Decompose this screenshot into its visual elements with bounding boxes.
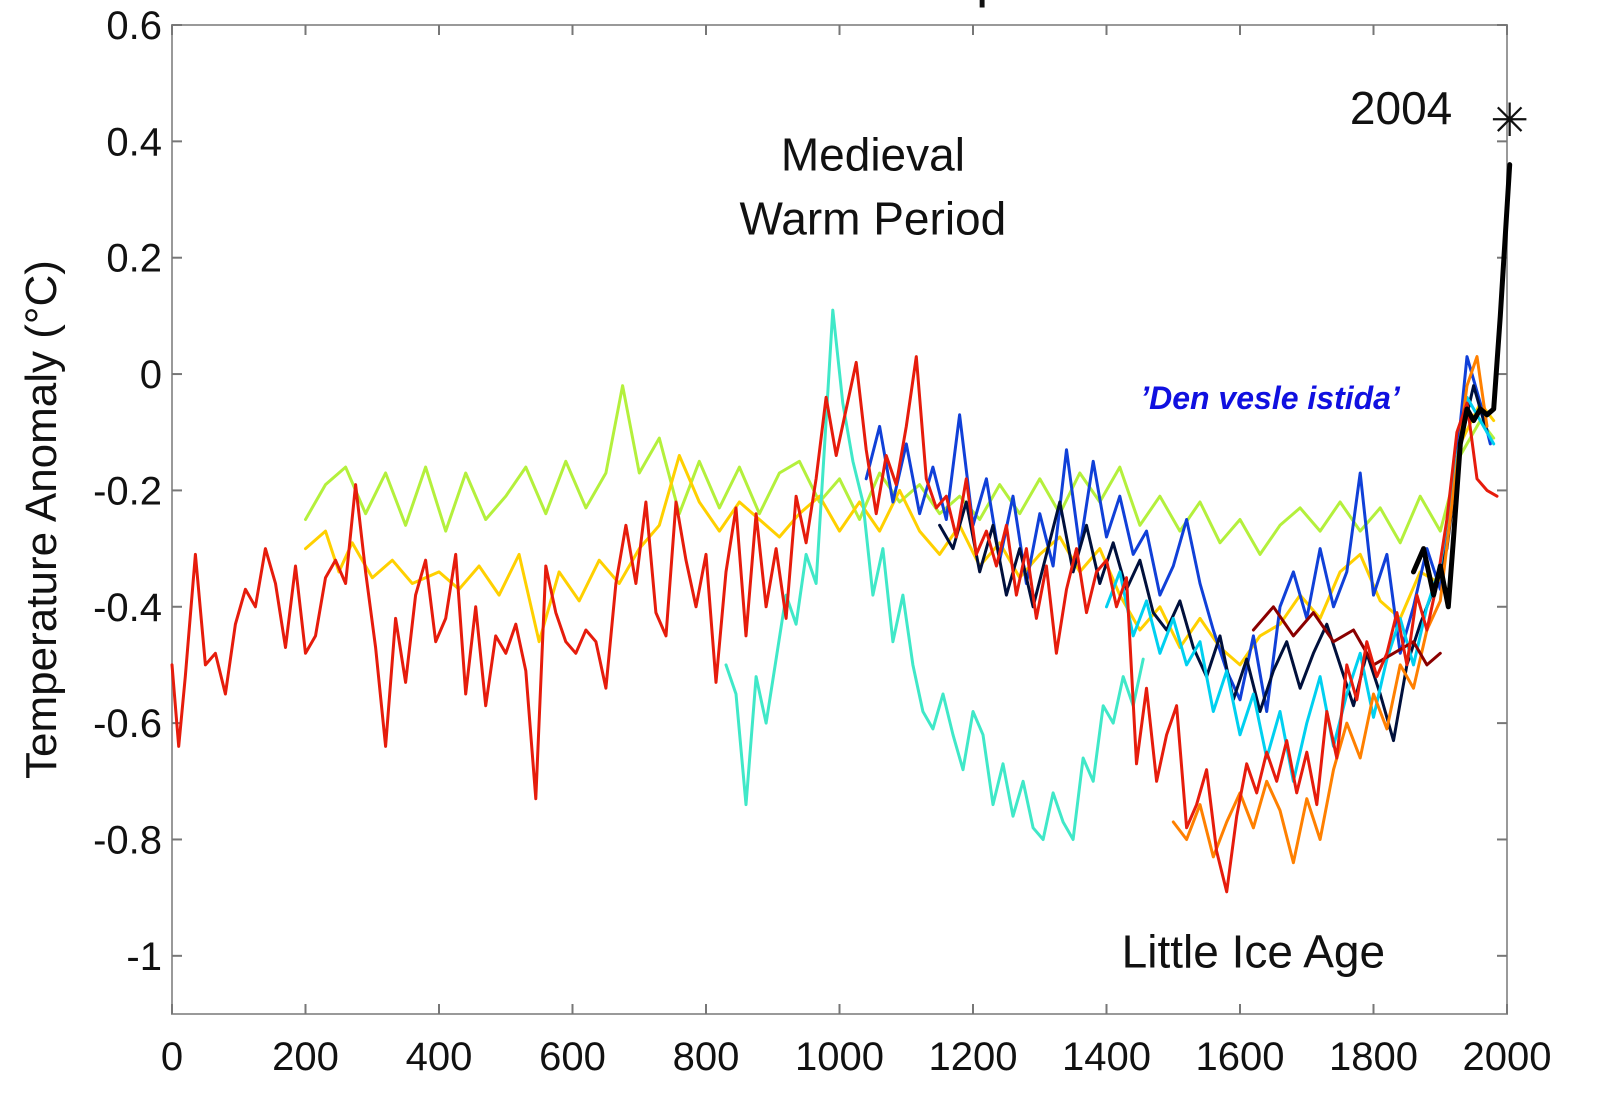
y-tick-label: 0.4 <box>106 120 162 164</box>
series-line-3 <box>724 308 1145 841</box>
y-tick-label: 0 <box>140 353 162 397</box>
y-tick-label: 0.6 <box>106 4 162 48</box>
series-line-5 <box>938 384 1489 743</box>
annotation-label: Medieval <box>781 128 965 180</box>
y-axis-title: Temperature Anomaly (°C) <box>17 260 66 779</box>
y-tick-label: -0.6 <box>93 702 162 746</box>
axis-ticks: 0 200 400 600 800 1000 1200 1400 1600 1800 2000 0.6… <box>93 4 1551 1079</box>
series-line-10 <box>1411 162 1513 610</box>
annotation-label: Warm Period <box>740 192 1007 244</box>
x-tick-label: 0 <box>161 1035 183 1079</box>
annotations: Medieval Warm Period Little Ice Age ’Den ve… <box>740 82 1529 978</box>
annotation-label: 2004 <box>1350 82 1452 134</box>
series-line-8 <box>1251 605 1442 667</box>
chart-title: Reconstructed Temperature <box>495 0 1185 8</box>
annotation-label: Little Ice Age <box>1122 925 1385 977</box>
y-tick-label: -0.8 <box>93 818 162 862</box>
x-tick-label: 1400 <box>1062 1035 1151 1079</box>
marker-2004-star: ✳ <box>1490 94 1529 146</box>
series-lines <box>170 162 1513 894</box>
series-line-7 <box>1171 355 1489 865</box>
x-tick-label: 1200 <box>929 1035 1018 1079</box>
series-line-9 <box>170 355 1499 894</box>
x-tick-label: 1600 <box>1196 1035 1285 1079</box>
y-tick-label: -1 <box>126 935 162 979</box>
x-tick-label: 1000 <box>795 1035 884 1079</box>
series-line-1 <box>304 384 1496 556</box>
y-tick-label: -0.2 <box>93 469 162 513</box>
x-tick-label: 2000 <box>1463 1035 1552 1079</box>
y-tick-label: -0.4 <box>93 586 162 630</box>
series-line-6 <box>1105 395 1496 783</box>
x-tick-label: 600 <box>539 1035 606 1079</box>
x-tick-label: 200 <box>272 1035 339 1079</box>
annotation-label: ’Den vesle istida’ <box>1140 380 1401 416</box>
y-tick-label: 0.2 <box>106 237 162 281</box>
x-tick-label: 400 <box>406 1035 473 1079</box>
x-tick-label: 1800 <box>1329 1035 1418 1079</box>
x-tick-label: 800 <box>673 1035 740 1079</box>
